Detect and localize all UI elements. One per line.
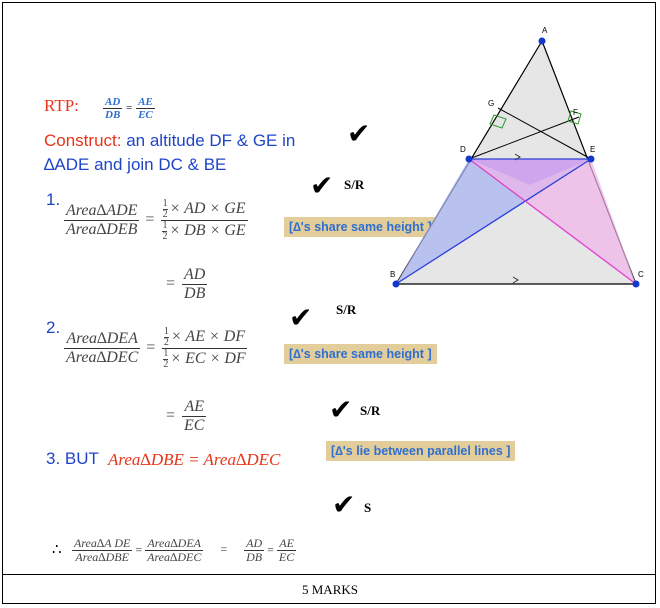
rtp-equation: AD DB = AE EC xyxy=(103,96,155,122)
step3-prefix: 3. BUT xyxy=(46,449,99,468)
step2-check-icon: ✔ xyxy=(289,301,313,334)
point-a xyxy=(538,37,546,45)
step1-check-icon: ✔ xyxy=(310,169,334,202)
step2-result: = AE EC xyxy=(166,398,207,434)
step3-check-icon: ✔ xyxy=(329,393,353,426)
point-b xyxy=(392,280,400,288)
step2-mark: S/R xyxy=(336,302,357,317)
line-dc xyxy=(468,158,637,285)
point-c xyxy=(632,280,640,288)
label-c: C xyxy=(638,270,644,279)
construct-check-icon: ✔ xyxy=(347,117,371,150)
step1-number: 1. xyxy=(46,190,61,209)
label-d: D xyxy=(460,145,466,154)
therefore-symbol: ∴ xyxy=(52,542,62,558)
step1-result: = AD DB xyxy=(166,266,208,302)
conclusion-mark: S xyxy=(364,500,372,515)
label-e: E xyxy=(590,145,595,154)
step2-reason: [∆'s share same height ] xyxy=(284,344,437,364)
right-angle-f xyxy=(567,110,582,125)
step2-number: 2. xyxy=(46,318,61,337)
step3-mark: S/R xyxy=(360,403,381,418)
step3-expression: Area∆DBE = Area∆DEC xyxy=(108,450,281,469)
step2-equation: Area∆DEA Area∆DEC = 1 2 × AE × DF 1 2 × EC × D… xyxy=(64,326,248,370)
step1-equation: Area∆ADE Area∆DEB = 1 2 × AD × GE 1 2 × DB × G… xyxy=(64,198,248,242)
label-a: A xyxy=(542,26,548,35)
step1-mark: S/R xyxy=(344,177,365,192)
footer-marks: 5 MARKS xyxy=(302,582,358,597)
label-g: G xyxy=(488,99,494,108)
label-f: F xyxy=(573,108,578,117)
point-d xyxy=(465,155,473,163)
rtp-label: RTP: xyxy=(44,96,79,115)
point-e xyxy=(587,155,595,163)
triangle-diagram: A B C D E F G xyxy=(390,26,644,288)
altitude-ge xyxy=(497,107,592,160)
conclusion-equation: Area∆A DE Area∆DBE = Area∆DEA Area∆DEC = A… xyxy=(72,536,296,565)
construct-line-1: Construct: an altitude DF & GE in xyxy=(44,131,296,150)
step3-reason: [∆'s lie between parallel lines ] xyxy=(326,441,516,461)
step1-reason: [∆'s share same height ] xyxy=(284,217,437,237)
parallel-arrow-de xyxy=(514,153,521,161)
altitude-df xyxy=(468,116,580,160)
overlap-region xyxy=(469,159,591,185)
right-angle-g xyxy=(489,114,507,129)
footer-divider xyxy=(2,574,656,575)
label-b: B xyxy=(390,270,395,279)
parallel-arrow-bc xyxy=(512,276,519,284)
conclusion-check-icon: ✔ xyxy=(332,488,356,521)
construct-line-2: ∆ADE and join DC & BE xyxy=(44,155,227,174)
line-be xyxy=(395,158,592,285)
